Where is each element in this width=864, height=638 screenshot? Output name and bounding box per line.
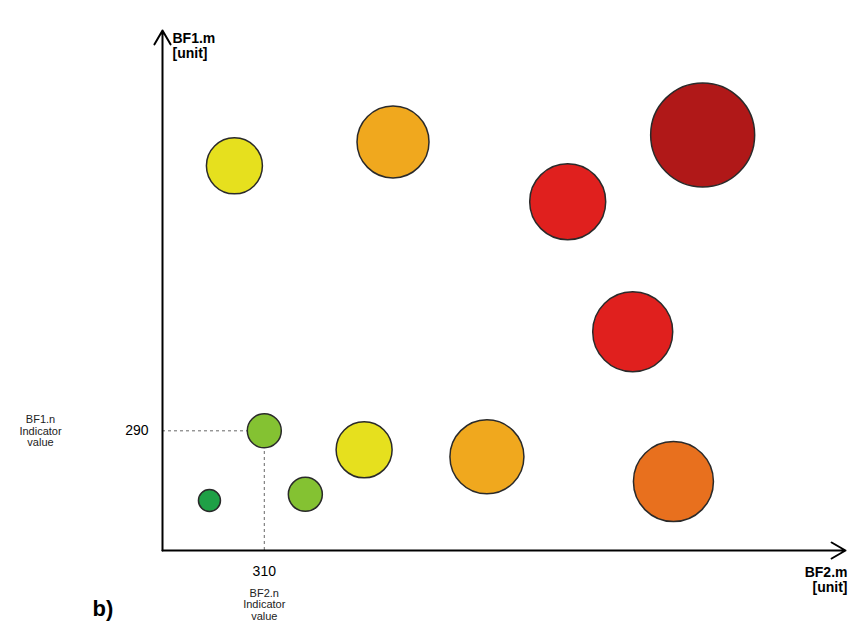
svg-text:BF2.m[unit]: BF2.m[unit] [805,564,848,595]
svg-text:BF1.nIndicatorvalue: BF1.nIndicatorvalue [19,413,62,448]
svg-text:290: 290 [125,422,149,438]
svg-text:BF2.nIndicatorvalue: BF2.nIndicatorvalue [243,587,286,622]
svg-text:b): b) [93,596,114,621]
svg-text:310: 310 [253,563,277,579]
svg-text:BF1.m[unit]: BF1.m[unit] [173,30,216,61]
